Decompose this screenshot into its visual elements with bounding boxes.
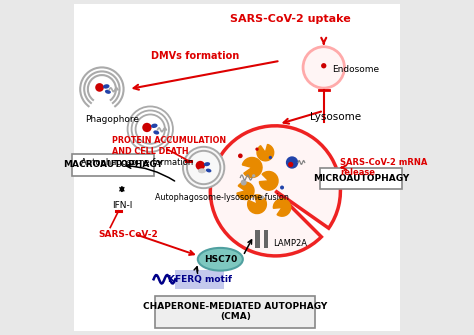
Text: LAMP2A: LAMP2A: [273, 239, 307, 248]
Text: Autophagosome formation: Autophagosome formation: [81, 158, 193, 167]
Wedge shape: [237, 182, 254, 200]
Ellipse shape: [105, 90, 111, 94]
Wedge shape: [259, 172, 278, 190]
Text: Autophagosome-lysosome fusion: Autophagosome-lysosome fusion: [155, 193, 289, 202]
Text: IFN-I: IFN-I: [112, 201, 132, 210]
Circle shape: [187, 151, 220, 184]
Circle shape: [288, 162, 293, 167]
Circle shape: [287, 157, 297, 168]
Text: MACROAUTOPHAGY: MACROAUTOPHAGY: [63, 160, 163, 170]
Bar: [264, 230, 268, 248]
Text: SARS-CoV-2: SARS-CoV-2: [99, 230, 158, 239]
Circle shape: [142, 123, 152, 132]
Wedge shape: [210, 126, 340, 256]
Wedge shape: [242, 157, 262, 178]
Circle shape: [238, 153, 243, 158]
Circle shape: [196, 161, 205, 170]
Circle shape: [303, 47, 345, 88]
FancyBboxPatch shape: [320, 168, 402, 189]
Circle shape: [95, 83, 104, 92]
Ellipse shape: [198, 248, 243, 271]
Text: DMVs formation: DMVs formation: [151, 51, 239, 61]
Text: HSC70: HSC70: [204, 255, 237, 264]
Text: KFERQ motif: KFERQ motif: [168, 275, 232, 284]
Ellipse shape: [153, 130, 159, 135]
Bar: [255, 230, 260, 248]
Wedge shape: [248, 195, 266, 213]
Text: CHAPERONE-MEDIATED AUTOPHAGY: CHAPERONE-MEDIATED AUTOPHAGY: [143, 302, 328, 311]
Circle shape: [260, 196, 264, 200]
Text: (CMA): (CMA): [220, 313, 251, 322]
Circle shape: [321, 63, 327, 68]
Text: Endosome: Endosome: [332, 65, 379, 74]
Circle shape: [252, 174, 255, 178]
Ellipse shape: [103, 84, 109, 89]
FancyBboxPatch shape: [72, 154, 154, 176]
Wedge shape: [273, 199, 291, 216]
Wedge shape: [257, 144, 273, 161]
FancyBboxPatch shape: [155, 296, 315, 328]
Text: SARS-CoV-2 mRNA
release: SARS-CoV-2 mRNA release: [340, 158, 428, 177]
Ellipse shape: [151, 124, 157, 128]
Circle shape: [241, 180, 246, 186]
Text: Phagophore: Phagophore: [85, 115, 139, 124]
Ellipse shape: [206, 169, 211, 173]
Circle shape: [255, 147, 259, 151]
Text: PROTEIN ACCUMULATION
AND CELL DEATH: PROTEIN ACCUMULATION AND CELL DEATH: [112, 136, 226, 155]
Text: SARS-CoV-2 uptake: SARS-CoV-2 uptake: [230, 14, 351, 24]
Ellipse shape: [204, 162, 210, 166]
FancyBboxPatch shape: [175, 270, 224, 288]
Text: MICROAUTOPHAGY: MICROAUTOPHAGY: [313, 174, 410, 183]
Text: Lysosome: Lysosome: [310, 113, 362, 123]
Circle shape: [183, 147, 224, 188]
Ellipse shape: [198, 168, 206, 173]
Circle shape: [280, 186, 284, 190]
Circle shape: [269, 156, 272, 159]
FancyBboxPatch shape: [73, 4, 401, 331]
